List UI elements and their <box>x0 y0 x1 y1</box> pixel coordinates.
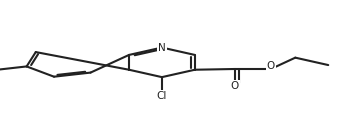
Text: O: O <box>267 61 275 71</box>
Text: Cl: Cl <box>157 91 167 101</box>
Text: O: O <box>231 81 239 91</box>
Text: N: N <box>158 43 166 52</box>
